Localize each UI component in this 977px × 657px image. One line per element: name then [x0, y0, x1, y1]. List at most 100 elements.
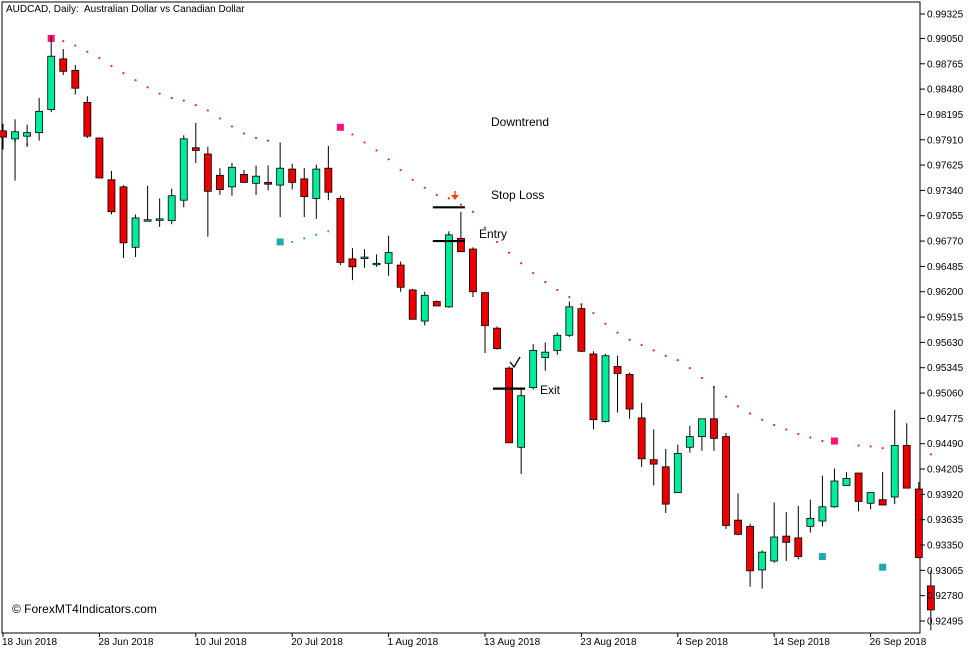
candle — [758, 550, 767, 589]
candle — [493, 326, 501, 350]
psar-dot — [363, 141, 366, 144]
candle-body — [47, 55, 56, 110]
candle-body — [698, 418, 706, 437]
candle-body — [336, 198, 345, 263]
candle-body — [842, 477, 851, 486]
price-tick-label: 0.95345 — [927, 363, 964, 374]
candle-body — [312, 168, 321, 199]
price-tick-label: 0.95630 — [927, 338, 964, 349]
candle-body — [300, 178, 309, 198]
candle-body — [926, 585, 935, 611]
candle-body — [553, 334, 562, 351]
psar-dot — [86, 50, 89, 53]
candle — [203, 146, 212, 237]
candle-body — [529, 349, 538, 389]
psar-dot — [98, 56, 101, 60]
price-tick-label: 0.98765 — [927, 59, 964, 70]
price-tick-label: 0.94775 — [927, 414, 964, 425]
psar-dot — [315, 233, 318, 236]
candle-body — [661, 466, 670, 505]
candle — [806, 499, 815, 533]
candle — [179, 135, 188, 208]
candle — [11, 119, 19, 181]
candle — [312, 164, 321, 219]
candle-body — [758, 551, 767, 571]
candle-body — [673, 453, 682, 493]
psar-dot — [267, 139, 270, 142]
candle — [541, 342, 550, 371]
candle-body — [601, 355, 610, 422]
candle — [35, 97, 44, 141]
psar-dot — [556, 288, 559, 292]
candle — [926, 570, 935, 631]
candle — [372, 254, 381, 267]
sar-flip-marker — [830, 437, 838, 445]
psar-dot — [447, 197, 450, 200]
candle-body — [541, 351, 550, 358]
candle — [396, 261, 405, 292]
psar-dot — [544, 280, 547, 284]
candle — [613, 355, 622, 413]
candle-body — [685, 436, 694, 448]
candle-body — [589, 353, 598, 421]
psar-dot — [291, 240, 294, 244]
candle — [444, 231, 453, 308]
candle-body — [649, 459, 658, 465]
psar-dot — [761, 418, 764, 421]
candle — [649, 429, 658, 486]
psar-dot — [773, 423, 776, 427]
candle-body — [95, 137, 104, 179]
psar-dot — [74, 44, 77, 47]
candle — [469, 247, 477, 298]
candle-body — [432, 301, 441, 307]
candle — [240, 169, 248, 183]
candle — [673, 444, 682, 493]
psar-dot — [206, 109, 209, 112]
psar-dot — [387, 158, 390, 161]
candle — [770, 502, 779, 563]
candle — [143, 185, 152, 222]
price-tick-label: 0.92780 — [927, 591, 964, 602]
price-tick-label: 0.93350 — [927, 541, 964, 552]
candle-body — [782, 535, 791, 543]
candle-body — [493, 327, 501, 350]
price-tick-label: 0.98195 — [927, 110, 964, 121]
candle — [167, 188, 176, 225]
price-tick-label: 0.97055 — [927, 211, 964, 222]
candle-body — [35, 110, 44, 134]
psar-dot — [146, 86, 149, 89]
psar-dot — [483, 226, 487, 229]
sar-flip-marker — [818, 553, 826, 561]
candle — [698, 418, 706, 451]
psar-dot — [508, 251, 511, 254]
psar-dot — [218, 117, 221, 120]
stop-loss-annotation: Stop Loss — [491, 188, 544, 202]
price-tick-label: 0.93065 — [927, 566, 964, 577]
psar-dot — [749, 412, 752, 415]
price-tick-label: 0.93920 — [927, 490, 964, 501]
candle — [420, 291, 429, 326]
psar-dot — [375, 149, 378, 152]
price-tick-label: 0.93635 — [927, 515, 964, 526]
candle-body — [794, 537, 803, 557]
psar-dot — [821, 439, 824, 443]
entry-annotation: Entry — [479, 227, 507, 241]
candle — [252, 165, 260, 195]
candle — [794, 505, 803, 560]
candle-body — [914, 488, 923, 558]
candle — [131, 214, 140, 258]
candle-body — [746, 525, 754, 572]
candle — [685, 425, 694, 453]
time-tick-label: 13 Aug 2018 — [484, 637, 541, 648]
psar-dot — [857, 444, 860, 447]
psar-dot — [700, 376, 704, 380]
candle-body — [107, 179, 116, 213]
psar-dot — [435, 193, 438, 196]
price-tick-label: 0.96770 — [927, 237, 964, 248]
candle-body — [71, 70, 80, 89]
down-arrow-icon — [451, 191, 459, 200]
candle — [71, 65, 80, 95]
candle — [637, 402, 646, 467]
candle-body — [408, 289, 417, 320]
